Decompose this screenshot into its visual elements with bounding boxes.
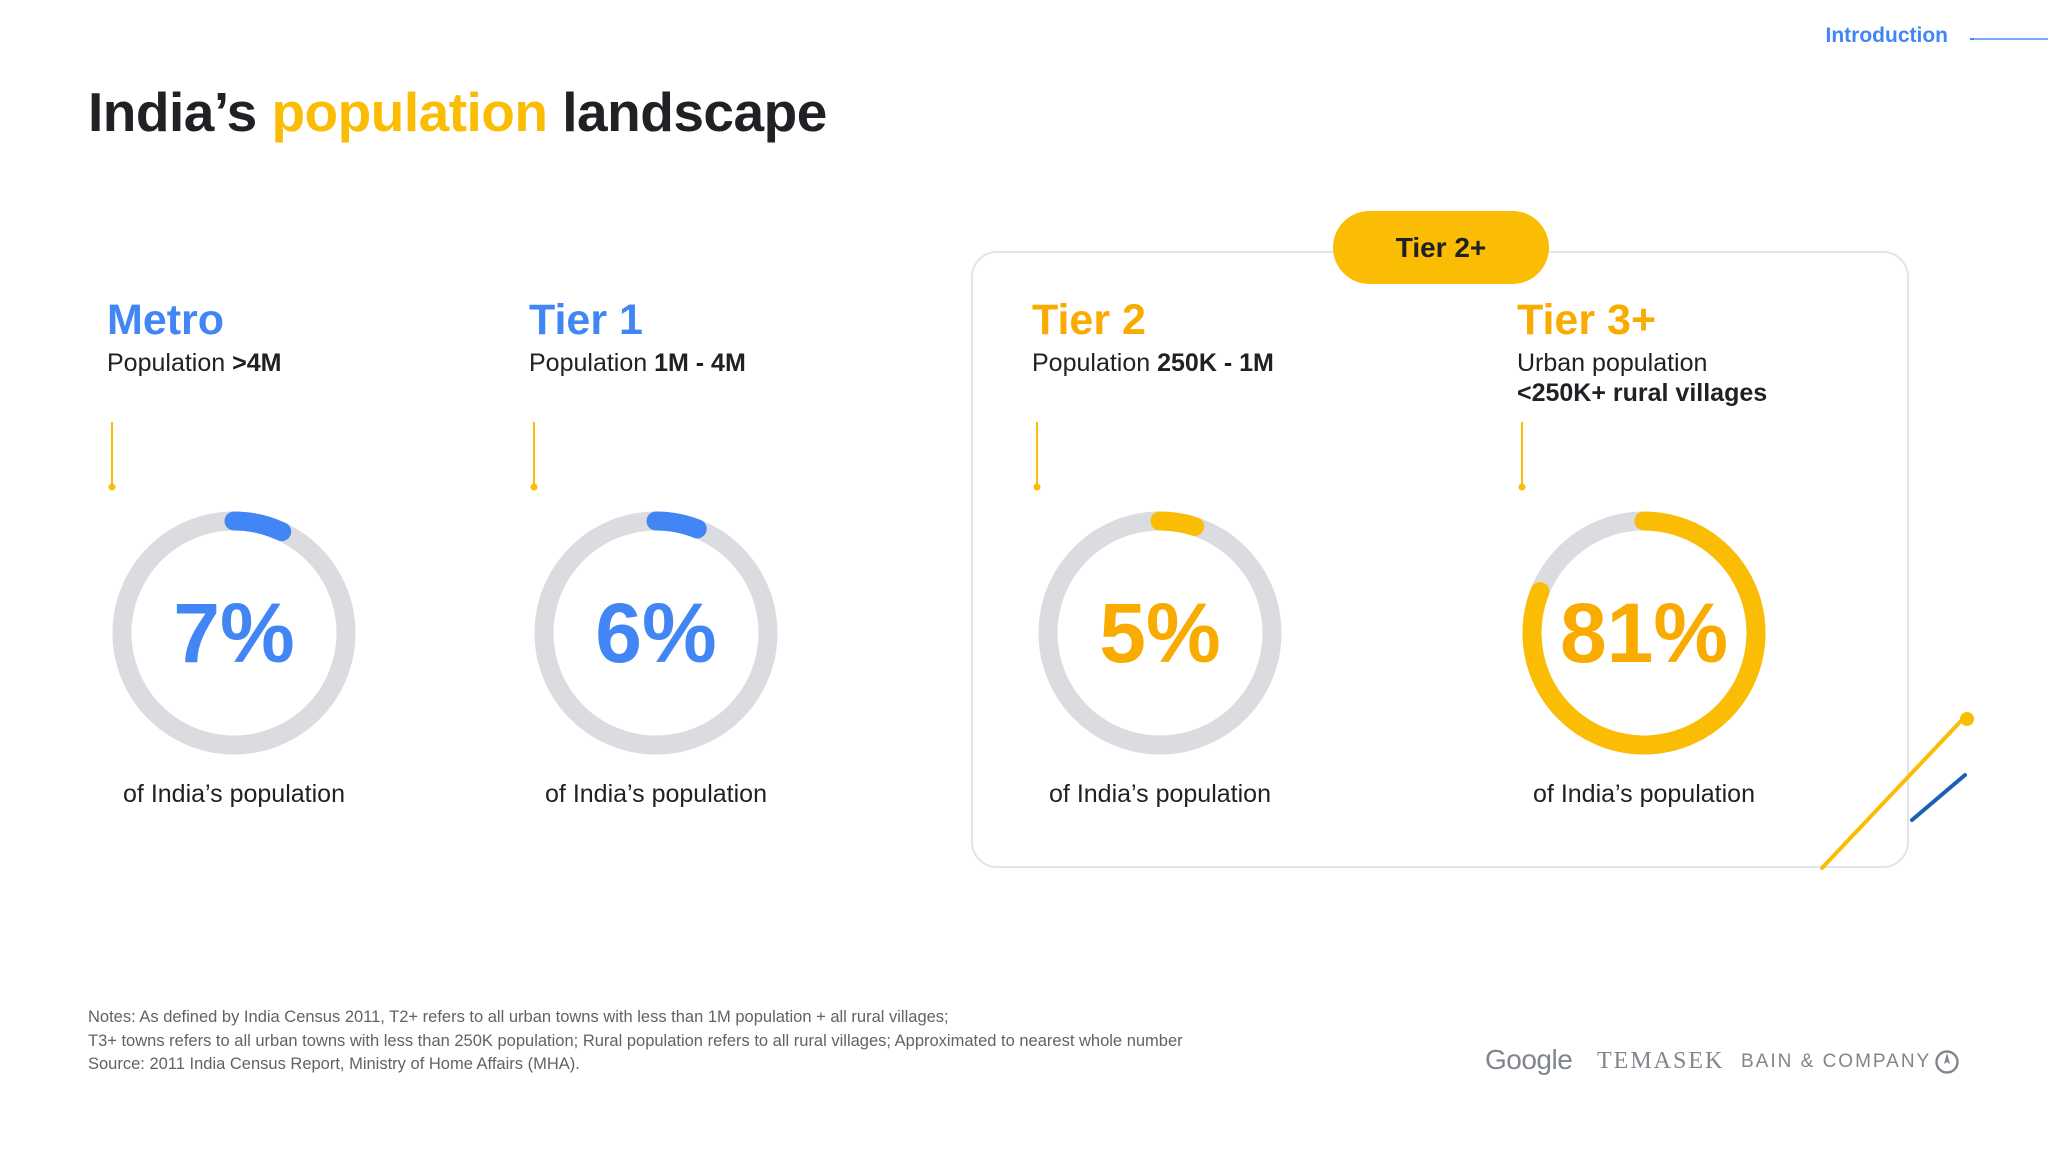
ring-progress-arc [1038, 511, 1282, 755]
connector-tick [108, 422, 116, 491]
connector-tick [1518, 422, 1526, 491]
share-caption: of India’s population [545, 780, 767, 808]
share-percent: 7% [173, 585, 295, 680]
footnote-line: Notes: As defined by India Census 2011, … [88, 1008, 949, 1026]
page-title: India’s population landscape [88, 80, 827, 144]
segment-name: Tier 2 [1032, 296, 1146, 344]
ring-progress-arc [112, 511, 356, 755]
segment-desc-value: 1M - 4M [654, 349, 746, 377]
ring-progress-arc [1522, 511, 1766, 755]
bain-compass-icon [1935, 1050, 1959, 1074]
segment-desc-value: 250K - 1M [1157, 349, 1274, 377]
tier-2-plus-badge: Tier 2+ [1333, 211, 1549, 284]
share-ring [534, 511, 778, 755]
segment-metro: Metro Population >4M 7% of India’s popul… [107, 296, 537, 836]
share-caption: of India’s population [1533, 780, 1755, 808]
connector-tick [530, 422, 538, 491]
share-ring [1522, 511, 1766, 755]
connector-tick [1033, 422, 1041, 491]
footnote-line: Source: 2011 India Census Report, Minist… [88, 1055, 580, 1073]
temasek-logo: TEMASEK [1597, 1048, 1725, 1074]
share-ring [1038, 511, 1282, 755]
title-highlight: population [271, 81, 548, 143]
share-percent: 6% [595, 585, 717, 680]
footnote-line: T3+ towns refers to all urban towns with… [88, 1031, 1183, 1050]
bain-logo: BAIN & COMPANY [1741, 1051, 1932, 1072]
segment-name: Tier 1 [529, 296, 643, 344]
decorative-diagonal-lines [1820, 712, 1974, 870]
segment-name: Metro [107, 296, 225, 344]
segment-desc-line-2: <250K+ rural villages [1517, 379, 1768, 407]
segment-tier-2: Tier 2 Population 250K - 1M 5% of India’… [1032, 296, 1462, 836]
segment-desc-prefix: Population [529, 349, 655, 377]
segment-description: Population >4M [107, 348, 281, 378]
segment-tier-1: Tier 1 Population 1M - 4M 6% of India’s … [529, 296, 959, 836]
section-nav-label[interactable]: Introduction [1825, 24, 1948, 47]
ring-progress-arc [534, 511, 778, 755]
google-logo: Google [1485, 1044, 1573, 1075]
segment-name: Tier 3+ [1517, 296, 1657, 344]
section-nav-indicator [1970, 38, 2048, 40]
segment-desc-prefix: Population [1032, 349, 1158, 377]
share-ring [112, 511, 356, 755]
footnotes: Notes: As defined by India Census 2011, … [88, 1006, 1183, 1077]
title-part-2: landscape [547, 81, 827, 143]
segment-tier-3-plus: Tier 3+ Urban population <250K+ rural vil… [1517, 296, 1947, 836]
segment-description: Population 250K - 1M [1032, 348, 1274, 378]
segment-description: Urban population <250K+ rural villages [1517, 348, 1767, 408]
segment-desc-prefix: Population [107, 349, 233, 377]
segment-desc-prefix: Urban population [1517, 349, 1708, 377]
share-percent: 5% [1099, 585, 1221, 680]
share-caption: of India’s population [1049, 780, 1271, 808]
share-percent: 81% [1559, 585, 1729, 680]
segment-desc-value: >4M [232, 349, 282, 377]
segment-description: Population 1M - 4M [529, 348, 746, 378]
title-part-1: India’s [88, 81, 272, 143]
share-caption: of India’s population [123, 780, 345, 808]
